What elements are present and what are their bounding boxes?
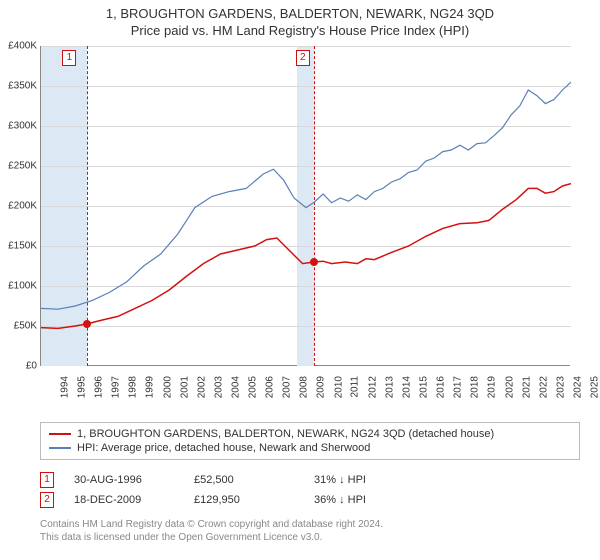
sale-date: 18-DEC-2009 [74,494,174,506]
y-axis-label: £50K [0,321,37,332]
sale-delta: 31% ↓ HPI [314,474,414,486]
x-axis-label: 2001 [179,376,190,398]
x-axis-label: 2011 [349,376,360,398]
chart-area: £0£50K£100K£150K£200K£250K£300K£350K£400… [40,46,600,386]
legend-swatch [49,433,71,435]
sale-marker-box: 1 [62,50,76,66]
x-axis-label: 2022 [538,376,549,398]
x-axis-label: 2021 [521,376,532,398]
x-axis-label: 2005 [247,376,258,398]
x-axis-label: 2020 [504,376,515,398]
legend-label: HPI: Average price, detached house, Newa… [77,442,370,454]
x-axis-label: 2010 [333,376,344,398]
sale-marker: 1 [40,472,54,488]
x-axis-label: 2003 [213,376,224,398]
y-axis-label: £250K [0,161,37,172]
x-axis-label: 2008 [299,376,310,398]
y-axis-label: £350K [0,81,37,92]
x-axis-label: 2013 [384,376,395,398]
x-axis-label: 2000 [162,376,173,398]
y-axis-label: £0 [0,361,37,372]
x-axis-label: 1999 [145,376,156,398]
x-axis-label: 2014 [401,376,412,398]
x-axis-label: 2004 [230,376,241,398]
x-axis-label: 2018 [470,376,481,398]
x-axis-label: 2007 [282,376,293,398]
footer: Contains HM Land Registry data © Crown c… [40,518,580,544]
footer-line: Contains HM Land Registry data © Crown c… [40,518,580,531]
y-axis-label: £100K [0,281,37,292]
x-axis-label: 2015 [418,376,429,398]
chart-title-1: 1, BROUGHTON GARDENS, BALDERTON, NEWARK,… [0,6,600,21]
sales-table: 1 30-AUG-1996 £52,500 31% ↓ HPI 2 18-DEC… [40,470,580,510]
x-axis-label: 2009 [316,376,327,398]
x-axis-label: 2012 [367,376,378,398]
x-axis-label: 2017 [452,376,463,398]
sale-delta: 36% ↓ HPI [314,494,414,506]
sale-date: 30-AUG-1996 [74,474,174,486]
sale-dot [310,258,318,266]
sale-marker-box: 2 [296,50,310,66]
series-line [41,82,571,309]
x-axis-label: 1997 [111,376,122,398]
x-axis-label: 2002 [196,376,207,398]
footer-line: This data is licensed under the Open Gov… [40,531,580,544]
legend-swatch [49,447,71,449]
x-axis-label: 2019 [487,376,498,398]
x-axis-label: 2006 [264,376,275,398]
x-axis-label: 2025 [589,376,600,398]
x-axis-label: 2024 [572,376,583,398]
x-axis-label: 1998 [128,376,139,398]
x-axis-label: 2016 [435,376,446,398]
series-line [41,184,571,329]
legend: 1, BROUGHTON GARDENS, BALDERTON, NEWARK,… [40,422,580,460]
y-axis-label: £400K [0,41,37,52]
sale-row: 2 18-DEC-2009 £129,950 36% ↓ HPI [40,490,580,510]
y-axis-label: £300K [0,121,37,132]
sale-dot [83,320,91,328]
sale-row: 1 30-AUG-1996 £52,500 31% ↓ HPI [40,470,580,490]
legend-label: 1, BROUGHTON GARDENS, BALDERTON, NEWARK,… [77,428,494,440]
sale-price: £129,950 [194,494,294,506]
x-axis-label: 1996 [93,376,104,398]
y-axis-label: £200K [0,201,37,212]
y-axis-label: £150K [0,241,37,252]
x-axis-label: 1994 [59,376,70,398]
sale-price: £52,500 [194,474,294,486]
chart-title-2: Price paid vs. HM Land Registry's House … [0,21,600,38]
legend-item: HPI: Average price, detached house, Newa… [49,441,571,455]
x-axis-label: 2023 [555,376,566,398]
x-axis-label: 1995 [76,376,87,398]
sale-marker: 2 [40,492,54,508]
legend-item: 1, BROUGHTON GARDENS, BALDERTON, NEWARK,… [49,427,571,441]
